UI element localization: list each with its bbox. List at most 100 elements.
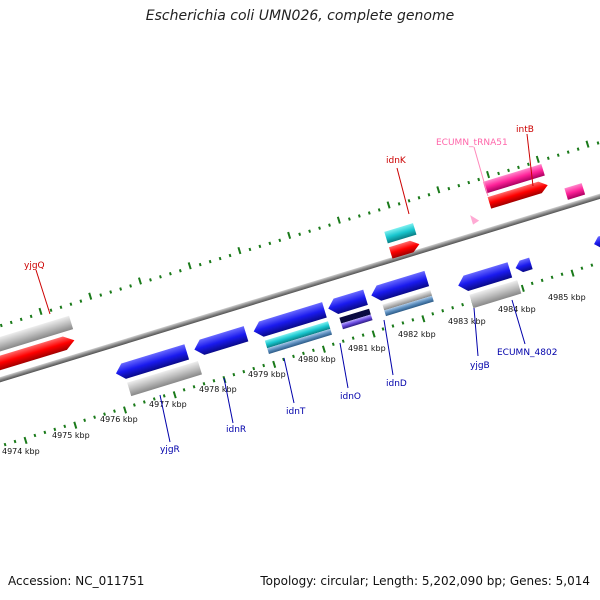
kbp-label: 4975 kbp bbox=[52, 431, 90, 440]
genome-band bbox=[0, 140, 600, 447]
minor-tick bbox=[341, 339, 345, 343]
minor-tick bbox=[59, 305, 63, 309]
minor-tick bbox=[218, 256, 222, 261]
minor-tick bbox=[331, 342, 335, 346]
minor-tick bbox=[527, 162, 530, 167]
accession-text: Accession: NC_011751 bbox=[8, 574, 145, 588]
gene-label-yjgQ: yjgQ bbox=[24, 261, 45, 271]
major-tick bbox=[535, 155, 540, 163]
major-tick bbox=[272, 360, 277, 369]
minor-tick bbox=[103, 412, 106, 416]
minor-tick bbox=[407, 199, 411, 203]
major-tick bbox=[436, 186, 441, 194]
map-title: Escherichia coli UMN026, complete genome bbox=[145, 8, 455, 24]
gene-idnO-dark bbox=[339, 308, 371, 324]
gene-label-ECUMN_tRNA51: ECUMN_tRNA51 bbox=[436, 138, 508, 148]
minor-tick bbox=[93, 415, 96, 419]
minor-tick bbox=[381, 327, 385, 331]
minor-tick bbox=[461, 302, 464, 307]
gene-idnO bbox=[328, 289, 368, 314]
gene-label-idnT: idnT bbox=[286, 407, 306, 417]
minor-tick bbox=[367, 211, 371, 215]
leader-idnT bbox=[283, 357, 295, 404]
minor-tick bbox=[198, 262, 202, 267]
minor-tick bbox=[377, 208, 381, 212]
gene-labels: yjgQ idnK ECUMN_tRNA51 intB yjgR idnR id… bbox=[24, 125, 557, 455]
minor-tick bbox=[596, 141, 600, 145]
minor-tick bbox=[29, 314, 33, 319]
gene-intB bbox=[487, 181, 548, 209]
minor-tick bbox=[159, 275, 162, 279]
minor-tick bbox=[182, 388, 186, 392]
kbp-label: 4980 kbp bbox=[298, 355, 336, 364]
gene-yjgR bbox=[115, 344, 190, 379]
gene-idnK-cyan bbox=[384, 223, 417, 244]
major-tick bbox=[137, 277, 142, 285]
minor-tick bbox=[49, 308, 53, 312]
major-tick bbox=[23, 436, 28, 445]
gene-idnD-gray bbox=[382, 289, 433, 311]
minor-tick bbox=[252, 366, 256, 371]
minor-tick bbox=[540, 278, 544, 283]
kbp-label: 4983 kbp bbox=[448, 317, 486, 326]
kbp-labels: 4974 kbp 4975 kbp 4976 kbp 4977 kbp 4978… bbox=[2, 293, 586, 456]
minor-tick bbox=[477, 177, 481, 182]
genome-backbone bbox=[0, 180, 600, 396]
topology-text: Topology: circular; Length: 5,202,090 bp… bbox=[260, 574, 590, 588]
lower-tick-row bbox=[3, 263, 594, 447]
major-tick bbox=[321, 345, 326, 353]
forward-strand-features bbox=[0, 164, 586, 375]
gene-idnT-steel bbox=[267, 328, 333, 354]
gene-label-intB: intB bbox=[516, 125, 534, 135]
minor-tick bbox=[361, 333, 365, 337]
gene-idnO-purple bbox=[341, 314, 373, 330]
minor-tick bbox=[447, 186, 451, 191]
kbp-label: 4981 kbp bbox=[348, 344, 386, 353]
minor-tick bbox=[192, 385, 196, 389]
kbp-label: 4985 kbp bbox=[548, 293, 586, 302]
major-tick bbox=[585, 140, 590, 148]
gene-yjgQ-pseudo bbox=[0, 315, 74, 358]
minor-tick bbox=[63, 424, 67, 429]
kbp-label: 4976 kbp bbox=[100, 415, 138, 424]
gene-label-yjgB: yjgB bbox=[470, 361, 490, 371]
gene-yjgB bbox=[458, 262, 513, 291]
minor-tick bbox=[411, 318, 415, 322]
minor-tick bbox=[69, 302, 73, 306]
minor-tick bbox=[348, 217, 351, 221]
minor-tick bbox=[208, 259, 212, 264]
minor-tick bbox=[83, 418, 87, 422]
minor-tick bbox=[298, 232, 302, 236]
minor-tick bbox=[162, 394, 166, 398]
minor-tick bbox=[497, 171, 500, 176]
major-tick bbox=[520, 284, 525, 293]
minor-tick bbox=[530, 281, 534, 286]
minor-tick bbox=[292, 354, 295, 359]
major-tick bbox=[123, 406, 128, 414]
gene-idnT-cyan bbox=[264, 321, 331, 349]
leader-idnO bbox=[339, 342, 349, 389]
minor-tick bbox=[33, 433, 37, 438]
minor-tick bbox=[308, 229, 312, 233]
minor-tick bbox=[132, 403, 136, 407]
gene-label-idnD: idnD bbox=[386, 379, 407, 389]
minor-tick bbox=[397, 202, 401, 206]
major-tick bbox=[371, 330, 376, 338]
major-tick bbox=[237, 246, 242, 255]
minor-tick bbox=[212, 378, 216, 383]
minor-tick bbox=[142, 400, 146, 404]
gene-label-idnK: idnK bbox=[386, 156, 407, 166]
minor-tick bbox=[262, 363, 266, 368]
kbp-label: 4978 kbp bbox=[199, 385, 237, 394]
gene-idnR bbox=[194, 326, 249, 355]
minor-tick bbox=[43, 430, 47, 435]
minor-tick bbox=[129, 284, 132, 288]
leader-idnR bbox=[223, 377, 234, 424]
gene-ECUMN_tRNA51 bbox=[470, 215, 480, 225]
major-tick bbox=[287, 231, 292, 240]
leader-ECUMN_tRNA51 bbox=[473, 146, 489, 197]
leader-intB bbox=[526, 133, 534, 187]
kbp-label: 4974 kbp bbox=[2, 447, 40, 456]
major-tick bbox=[88, 292, 93, 300]
